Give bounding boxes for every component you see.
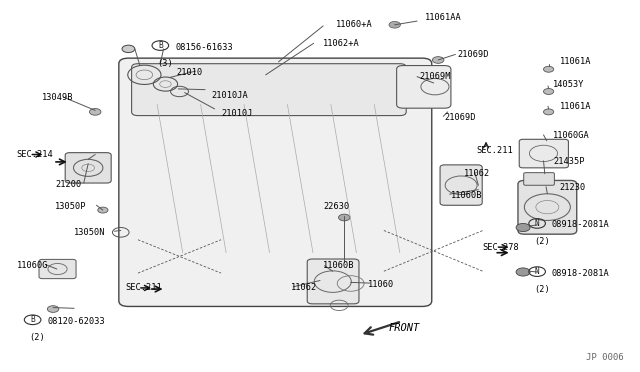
Text: (2): (2) <box>534 237 550 246</box>
Text: 11061AA: 11061AA <box>426 13 462 22</box>
FancyBboxPatch shape <box>65 153 111 183</box>
Text: (2): (2) <box>534 285 550 294</box>
Text: 13049B: 13049B <box>42 93 74 102</box>
FancyBboxPatch shape <box>132 64 406 116</box>
Circle shape <box>543 89 554 94</box>
Text: 11062: 11062 <box>464 169 490 177</box>
Text: 08120-62033: 08120-62033 <box>47 317 105 326</box>
FancyBboxPatch shape <box>397 65 451 108</box>
Text: 11062+A: 11062+A <box>323 39 360 48</box>
Text: B: B <box>30 315 35 324</box>
Text: 21069D: 21069D <box>458 50 489 59</box>
FancyBboxPatch shape <box>39 259 76 279</box>
Circle shape <box>47 306 59 312</box>
Text: 13050P: 13050P <box>55 202 86 211</box>
Text: 21069D: 21069D <box>445 113 476 122</box>
Circle shape <box>339 214 350 221</box>
Text: 11061A: 11061A <box>559 102 591 111</box>
FancyBboxPatch shape <box>119 58 432 307</box>
Text: 21435P: 21435P <box>553 157 584 166</box>
Text: 11060: 11060 <box>368 280 394 289</box>
Text: 21200: 21200 <box>55 180 81 189</box>
Text: SEC.214: SEC.214 <box>17 150 53 159</box>
Text: 08156-61633: 08156-61633 <box>175 42 233 51</box>
Text: SEC.211: SEC.211 <box>125 283 162 292</box>
Text: 21010JA: 21010JA <box>211 91 248 100</box>
Circle shape <box>122 45 135 52</box>
Text: 11060GA: 11060GA <box>553 131 590 141</box>
FancyBboxPatch shape <box>524 173 554 185</box>
Circle shape <box>516 224 530 232</box>
Text: 08918-2081A: 08918-2081A <box>552 269 609 278</box>
Text: 11060B: 11060B <box>323 261 355 270</box>
Text: 08918-2081A: 08918-2081A <box>552 221 609 230</box>
Text: N: N <box>535 219 540 228</box>
Text: SEC.278: SEC.278 <box>483 243 520 251</box>
Circle shape <box>516 268 530 276</box>
Text: 11060+A: 11060+A <box>336 20 372 29</box>
Text: FRONT: FRONT <box>389 323 420 333</box>
Text: B: B <box>158 41 163 50</box>
Text: 11060B: 11060B <box>451 191 483 200</box>
Text: (3): (3) <box>157 59 173 68</box>
Text: 11060G: 11060G <box>17 261 48 270</box>
Circle shape <box>98 207 108 213</box>
Text: 11062: 11062 <box>291 283 317 292</box>
Text: N: N <box>535 267 540 276</box>
Circle shape <box>90 109 101 115</box>
Circle shape <box>433 57 444 63</box>
Text: 21230: 21230 <box>559 183 586 192</box>
FancyBboxPatch shape <box>518 180 577 234</box>
FancyBboxPatch shape <box>440 165 482 205</box>
Text: 21010: 21010 <box>176 68 203 77</box>
Text: SEC.211: SEC.211 <box>476 146 513 155</box>
Text: JP 0006: JP 0006 <box>586 353 623 362</box>
FancyBboxPatch shape <box>307 259 359 304</box>
Circle shape <box>389 22 401 28</box>
Text: (2): (2) <box>29 333 45 343</box>
Text: 14053Y: 14053Y <box>553 80 584 89</box>
Circle shape <box>543 66 554 72</box>
Text: 13050N: 13050N <box>74 228 106 237</box>
FancyBboxPatch shape <box>519 139 568 168</box>
Text: 22630: 22630 <box>323 202 349 211</box>
Text: 21010J: 21010J <box>221 109 253 118</box>
Text: 21069M: 21069M <box>419 72 451 81</box>
Text: 11061A: 11061A <box>559 57 591 66</box>
Circle shape <box>543 109 554 115</box>
